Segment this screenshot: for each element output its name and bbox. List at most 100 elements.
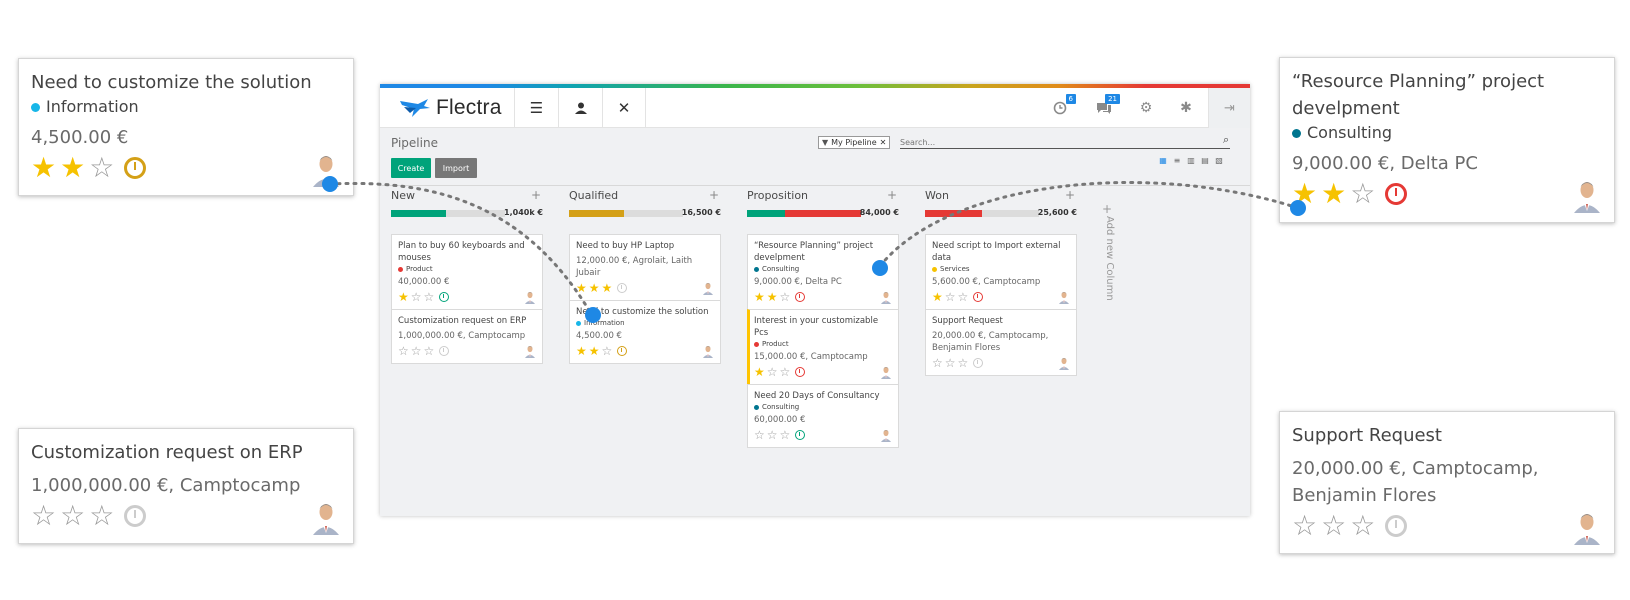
logout-button[interactable]: ⇥ bbox=[1208, 88, 1250, 128]
activity-button[interactable]: 6 bbox=[1040, 88, 1080, 128]
list-view-icon[interactable]: ≡ bbox=[1173, 156, 1181, 165]
activity-clock-icon[interactable] bbox=[124, 157, 147, 179]
settings-button[interactable]: ⚙ bbox=[1126, 88, 1166, 128]
kanban-card[interactable]: Need 20 Days of Consultancy Consulting 60,… bbox=[747, 384, 899, 448]
activity-clock-icon[interactable] bbox=[795, 367, 806, 377]
priority-star-icon[interactable]: ☆ bbox=[957, 356, 969, 370]
column-progressbar[interactable]: 84,000 € bbox=[747, 207, 899, 221]
column-header[interactable]: Proposition + bbox=[747, 188, 899, 205]
activity-clock-icon[interactable] bbox=[795, 292, 806, 302]
priority-star-icon[interactable]: ☆ bbox=[423, 290, 435, 304]
priority-star-icon[interactable]: ☆ bbox=[766, 428, 778, 442]
kanban-card[interactable]: Need script to Import external data Servi… bbox=[925, 234, 1077, 310]
activity-clock-icon[interactable] bbox=[1385, 183, 1408, 205]
priority-star-icon[interactable]: ☆ bbox=[1350, 509, 1376, 542]
progress-segment[interactable] bbox=[925, 210, 982, 217]
priority-star-icon[interactable]: ☆ bbox=[1292, 509, 1318, 542]
priority-star-icon[interactable]: ★ bbox=[601, 281, 613, 295]
priority-star-icon[interactable]: ☆ bbox=[754, 428, 765, 442]
messages-button[interactable]: 21 bbox=[1084, 88, 1124, 128]
search-input[interactable] bbox=[900, 136, 1230, 149]
priority-star-icon[interactable]: ☆ bbox=[944, 356, 956, 370]
priority-star-icon[interactable]: ☆ bbox=[398, 344, 409, 358]
pivot-view-icon[interactable]: ▧ bbox=[1215, 156, 1223, 165]
kanban-card[interactable]: Need to customize the solution Informatio… bbox=[569, 300, 721, 364]
close-app-button[interactable]: ✕ bbox=[602, 88, 646, 128]
kanban-card[interactable]: Interest in your customizable Pcs Product… bbox=[747, 309, 899, 385]
priority-star-icon[interactable]: ☆ bbox=[410, 344, 422, 358]
column-header[interactable]: New + bbox=[391, 188, 543, 205]
column-progressbar[interactable]: 16,500 € bbox=[569, 207, 721, 221]
priority-star-icon[interactable]: ★ bbox=[31, 151, 57, 184]
avatar bbox=[524, 344, 536, 358]
kanban-card[interactable]: Need to buy HP Laptop 12,000.00 €, Agrola… bbox=[569, 234, 721, 301]
activity-clock-icon[interactable] bbox=[439, 292, 450, 302]
priority-star-icon[interactable]: ☆ bbox=[31, 499, 57, 532]
add-column-button[interactable]: + Add new Column bbox=[1102, 198, 1116, 308]
quick-create-plus-icon[interactable]: + bbox=[886, 188, 897, 202]
graph-view-icon[interactable]: ▥ bbox=[1187, 156, 1195, 165]
user-menu-button[interactable] bbox=[558, 88, 602, 128]
priority-star-icon[interactable]: ★ bbox=[754, 365, 765, 379]
priority-star-icon[interactable]: ☆ bbox=[423, 344, 435, 358]
debug-button[interactable]: ✱ bbox=[1166, 88, 1206, 128]
kanban-view-icon[interactable]: ▦ bbox=[1159, 156, 1167, 165]
search-icon[interactable]: ⌕ bbox=[1223, 133, 1230, 146]
flectra-logo[interactable]: Flectra bbox=[398, 94, 508, 122]
priority-star-icon[interactable]: ☆ bbox=[601, 344, 613, 358]
priority-star-icon[interactable]: ☆ bbox=[60, 499, 86, 532]
column-header[interactable]: Won + bbox=[925, 188, 1077, 205]
progress-segment[interactable] bbox=[391, 210, 446, 217]
activity-clock-icon[interactable] bbox=[617, 283, 628, 293]
priority-star-icon[interactable]: ★ bbox=[766, 290, 778, 304]
priority-star-icon[interactable]: ★ bbox=[398, 290, 409, 304]
priority-star-icon[interactable]: ☆ bbox=[89, 499, 115, 532]
priority-star-icon[interactable]: ★ bbox=[588, 344, 600, 358]
priority-star-icon[interactable]: ☆ bbox=[944, 290, 956, 304]
activity-clock-icon[interactable] bbox=[1385, 515, 1408, 537]
priority-star-icon[interactable]: ☆ bbox=[957, 290, 969, 304]
column-progressbar[interactable]: 25,600 € bbox=[925, 207, 1077, 221]
quick-create-plus-icon[interactable]: + bbox=[708, 188, 719, 202]
progress-segment[interactable] bbox=[747, 210, 785, 217]
priority-star-icon[interactable]: ☆ bbox=[1321, 509, 1347, 542]
column-header[interactable]: Qualified + bbox=[569, 188, 721, 205]
priority-star-icon[interactable]: ☆ bbox=[779, 428, 791, 442]
facet-remove-icon[interactable]: ✕ bbox=[879, 138, 887, 147]
kanban-card[interactable]: Plan to buy 60 keyboards and mouses Produ… bbox=[391, 234, 543, 310]
calendar-view-icon[interactable]: ▤ bbox=[1201, 156, 1209, 165]
kanban-card[interactable]: “Resource Planning” project develpment Co… bbox=[747, 234, 899, 310]
activity-clock-icon[interactable] bbox=[617, 346, 628, 356]
priority-star-icon[interactable]: ★ bbox=[754, 290, 765, 304]
priority-star-icon[interactable]: ☆ bbox=[932, 356, 943, 370]
priority-star-icon[interactable]: ☆ bbox=[779, 365, 791, 379]
quick-create-plus-icon[interactable]: + bbox=[530, 188, 541, 202]
kanban-card[interactable]: Support Request 20,000.00 €, Camptocamp, … bbox=[925, 309, 1077, 376]
activity-clock-icon[interactable] bbox=[124, 505, 147, 527]
quick-create-plus-icon[interactable]: + bbox=[1064, 188, 1075, 202]
priority-star-icon[interactable]: ★ bbox=[1292, 177, 1318, 210]
search-facet[interactable]: ▼ My Pipeline ✕ bbox=[818, 136, 891, 149]
priority-star-icon[interactable]: ☆ bbox=[779, 290, 791, 304]
priority-star-icon[interactable]: ★ bbox=[576, 344, 587, 358]
priority-star-icon[interactable]: ☆ bbox=[410, 290, 422, 304]
priority-star-icon[interactable]: ★ bbox=[60, 151, 86, 184]
activity-clock-icon[interactable] bbox=[795, 430, 806, 440]
priority-star-icon[interactable]: ★ bbox=[588, 281, 600, 295]
progress-segment[interactable] bbox=[784, 210, 861, 217]
priority-star-icon[interactable]: ☆ bbox=[89, 151, 115, 184]
activity-clock-icon[interactable] bbox=[973, 292, 984, 302]
kanban-card[interactable]: Customization request on ERP 1,000,000.00… bbox=[391, 309, 543, 364]
column-progressbar[interactable]: 1,040k € bbox=[391, 207, 543, 221]
priority-star-icon[interactable]: ★ bbox=[932, 290, 943, 304]
import-button[interactable]: Import bbox=[435, 158, 477, 178]
menu-toggle-button[interactable]: ☰ bbox=[514, 88, 558, 128]
priority-star-icon[interactable]: ☆ bbox=[1350, 177, 1376, 210]
progress-segment[interactable] bbox=[569, 210, 624, 217]
activity-clock-icon[interactable] bbox=[439, 346, 450, 356]
priority-star-icon[interactable]: ★ bbox=[1321, 177, 1347, 210]
priority-star-icon[interactable]: ☆ bbox=[766, 365, 778, 379]
create-button[interactable]: Create bbox=[391, 158, 431, 178]
priority-star-icon[interactable]: ★ bbox=[576, 281, 587, 295]
activity-clock-icon[interactable] bbox=[973, 358, 984, 368]
